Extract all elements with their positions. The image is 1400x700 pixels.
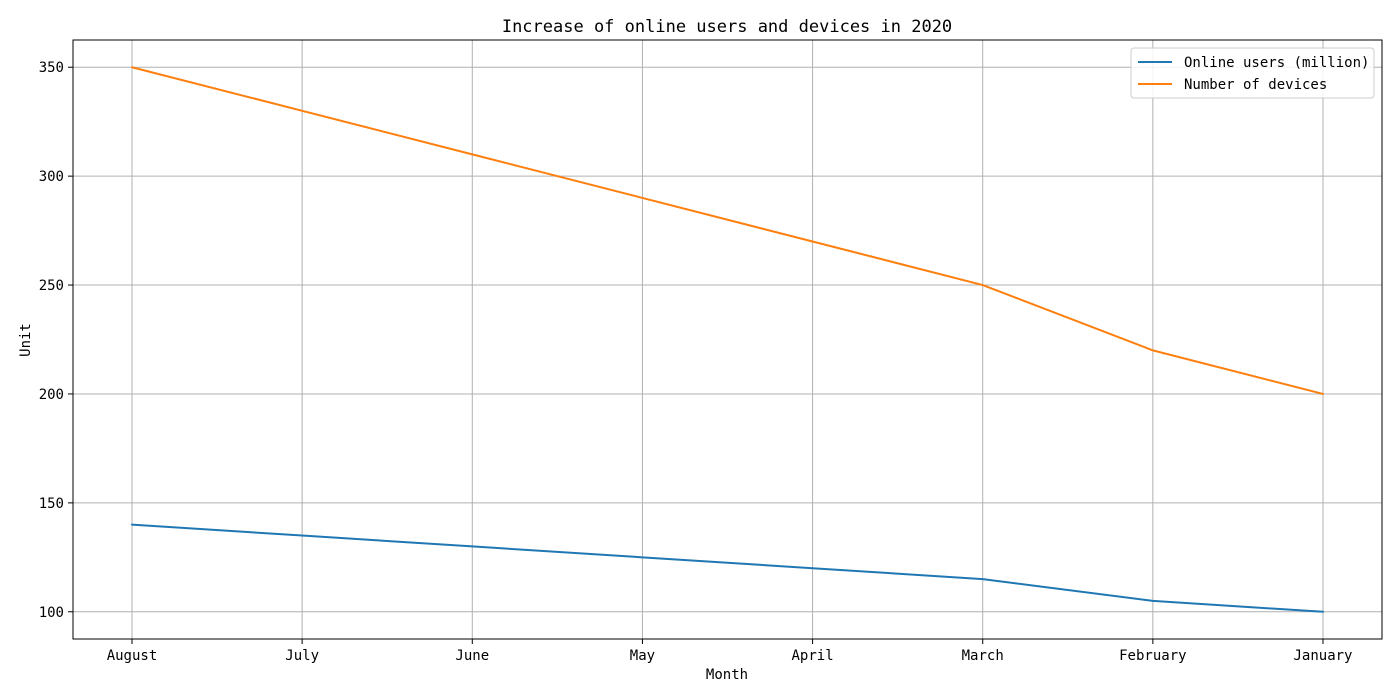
x-tick-label: January [1293, 648, 1352, 664]
legend-box [1130, 47, 1375, 99]
series-line-1 [131, 523, 1324, 613]
x-tick-label: June [455, 648, 489, 664]
y-tick-label: 200 [39, 387, 64, 403]
y-tick-label: 150 [39, 496, 64, 512]
y-tick-label: 100 [39, 605, 64, 621]
y-axis-ticks: 100 150 200 250 300 350 [39, 60, 73, 621]
legend-label: Online users (million) [1184, 55, 1369, 71]
plot-area-frame [72, 39, 1383, 640]
x-axis-ticks: August July June May April March February Janua… [107, 639, 1353, 664]
legend: Online users (million) Number of devices [1130, 47, 1375, 99]
y-tick-label: 350 [39, 60, 64, 76]
y-tick-label: 300 [39, 169, 64, 185]
chart-title: Increase of online users and devices in … [502, 17, 952, 37]
grid-lines [73, 40, 1382, 639]
x-tick-label: March [962, 648, 1004, 664]
series-lines [131, 66, 1324, 613]
x-tick-label: August [107, 648, 158, 664]
x-tick-label: July [285, 648, 319, 664]
x-tick-label: May [630, 648, 655, 664]
legend-label: Number of devices [1184, 77, 1327, 93]
x-tick-label: April [791, 648, 833, 664]
x-axis-label: Month [706, 667, 748, 683]
series-line-2 [131, 66, 1324, 395]
y-tick-label: 250 [39, 278, 64, 294]
x-tick-label: February [1119, 648, 1186, 664]
y-axis-label: Unit [18, 323, 34, 357]
